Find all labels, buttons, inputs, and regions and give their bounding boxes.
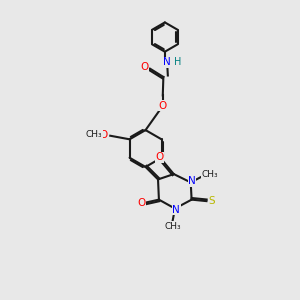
Text: N: N — [164, 57, 171, 67]
Text: CH₃: CH₃ — [85, 130, 102, 139]
Text: H: H — [174, 57, 181, 67]
Text: S: S — [208, 196, 215, 206]
Text: O: O — [159, 101, 167, 111]
Text: O: O — [156, 152, 164, 162]
Text: O: O — [140, 62, 149, 73]
Text: CH₃: CH₃ — [201, 170, 218, 179]
Text: CH₃: CH₃ — [164, 222, 181, 231]
Text: O: O — [100, 130, 108, 140]
Text: N: N — [188, 176, 196, 186]
Text: O: O — [137, 198, 145, 208]
Text: N: N — [172, 205, 180, 215]
